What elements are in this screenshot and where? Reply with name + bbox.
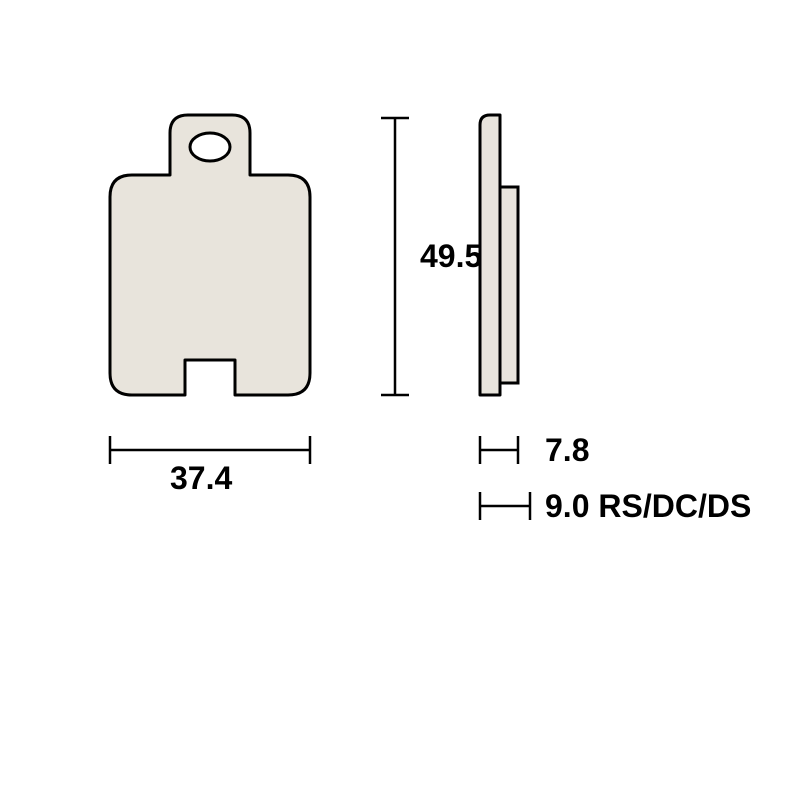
thickness2-dimension-label: 9.0 RS/DC/DS xyxy=(545,488,751,525)
width-dimension-label: 37.4 xyxy=(170,460,232,497)
height-dimension-label: 49.5 xyxy=(420,238,482,275)
mounting-hole xyxy=(190,133,230,161)
side-view-friction-material xyxy=(500,187,518,383)
technical-drawing-canvas: 49.5 37.4 7.8 9.0 RS/DC/DS xyxy=(0,0,800,800)
side-view-backing-plate xyxy=(480,115,500,395)
thickness1-dimension-label: 7.8 xyxy=(545,432,589,469)
drawing-svg xyxy=(0,0,800,800)
